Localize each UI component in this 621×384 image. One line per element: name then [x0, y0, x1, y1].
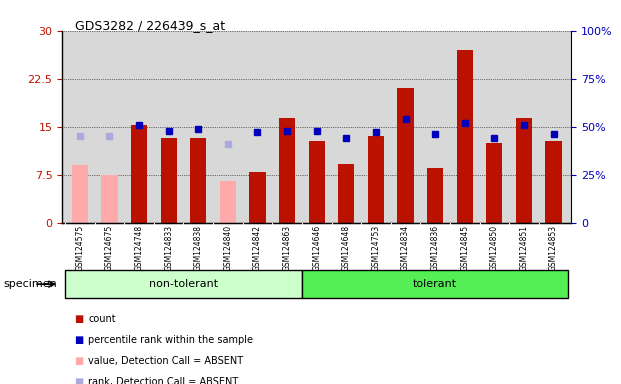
Text: non-tolerant: non-tolerant — [149, 279, 218, 289]
Bar — [65, 270, 302, 298]
Text: ■: ■ — [75, 335, 84, 345]
Text: ■: ■ — [75, 356, 84, 366]
Bar — [161, 137, 177, 223]
Text: GSM124842: GSM124842 — [253, 225, 262, 271]
Bar — [302, 270, 568, 298]
Bar — [456, 50, 473, 223]
Text: GDS3282 / 226439_s_at: GDS3282 / 226439_s_at — [75, 19, 225, 32]
Bar — [309, 141, 325, 223]
Text: GSM124675: GSM124675 — [105, 225, 114, 271]
Bar — [190, 138, 206, 223]
Bar — [220, 181, 236, 223]
Text: GSM124834: GSM124834 — [401, 225, 410, 271]
Text: ■: ■ — [75, 314, 84, 324]
Bar — [101, 175, 117, 223]
Text: GSM124753: GSM124753 — [371, 225, 381, 271]
Bar — [131, 126, 147, 223]
Text: specimen: specimen — [3, 279, 57, 289]
Bar — [338, 164, 355, 223]
Text: rank, Detection Call = ABSENT: rank, Detection Call = ABSENT — [88, 377, 238, 384]
Text: count: count — [88, 314, 116, 324]
Bar — [71, 165, 88, 223]
Text: value, Detection Call = ABSENT: value, Detection Call = ABSENT — [88, 356, 243, 366]
Text: tolerant: tolerant — [413, 279, 457, 289]
Text: GSM124836: GSM124836 — [430, 225, 440, 271]
Bar — [545, 141, 562, 223]
Bar — [516, 118, 532, 223]
Bar — [486, 143, 502, 223]
Bar — [368, 136, 384, 223]
Bar — [397, 88, 414, 223]
Text: percentile rank within the sample: percentile rank within the sample — [88, 335, 253, 345]
Text: GSM124648: GSM124648 — [342, 225, 351, 271]
Text: GSM124840: GSM124840 — [224, 225, 232, 271]
Text: GSM124838: GSM124838 — [194, 225, 203, 271]
Text: GSM124845: GSM124845 — [460, 225, 469, 271]
Text: GSM124748: GSM124748 — [135, 225, 143, 271]
Bar — [250, 172, 266, 223]
Text: ■: ■ — [75, 377, 84, 384]
Text: GSM124850: GSM124850 — [490, 225, 499, 271]
Text: GSM124575: GSM124575 — [75, 225, 84, 271]
Text: GSM124863: GSM124863 — [283, 225, 292, 271]
Text: GSM124851: GSM124851 — [519, 225, 528, 271]
Text: GSM124833: GSM124833 — [164, 225, 173, 271]
Bar — [279, 118, 295, 223]
Text: GSM124853: GSM124853 — [549, 225, 558, 271]
Bar — [427, 168, 443, 223]
Text: GSM124646: GSM124646 — [312, 225, 321, 271]
